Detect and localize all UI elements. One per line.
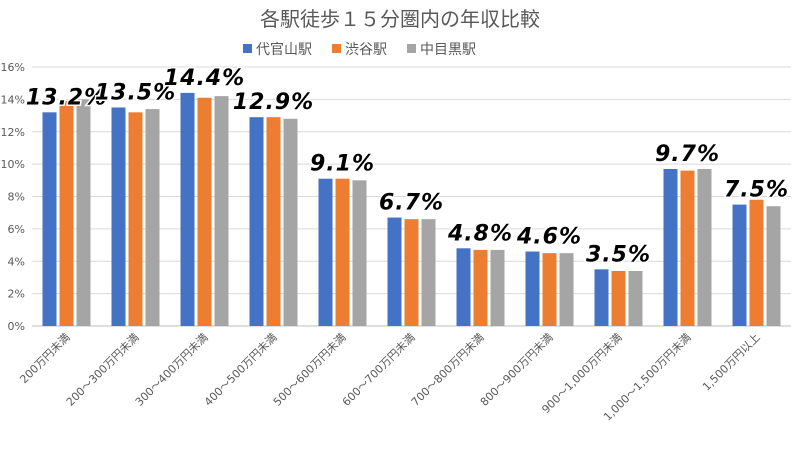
y-axis: 0% 2% 4% 6% 8% 10% 12% 14% 16% bbox=[1, 61, 25, 333]
bar bbox=[766, 206, 781, 326]
y-tick-label: 16% bbox=[1, 61, 25, 74]
legend-swatch bbox=[243, 44, 252, 53]
bar bbox=[594, 269, 609, 326]
bar bbox=[128, 112, 143, 326]
data-label: 4.6% bbox=[516, 225, 582, 250]
bar bbox=[352, 180, 367, 326]
bar bbox=[249, 117, 264, 327]
legend: 代官山駅 渋谷駅 中目黒駅 bbox=[243, 42, 476, 58]
data-label: 13.5% bbox=[95, 80, 176, 105]
x-tick-label: 700～800万円未満 bbox=[409, 331, 487, 409]
x-axis: 200万円未満200～300万円未満300～400万円未満400～500万円未満… bbox=[17, 331, 762, 424]
y-tick-label: 0% bbox=[8, 320, 25, 333]
bar bbox=[283, 118, 298, 326]
bar bbox=[266, 117, 281, 327]
bar bbox=[628, 270, 643, 326]
bar bbox=[145, 109, 160, 327]
x-tick-label: 1,500万円以上 bbox=[700, 331, 763, 394]
bar bbox=[197, 97, 212, 326]
data-label: 6.7% bbox=[379, 191, 444, 216]
bar bbox=[456, 248, 471, 326]
legend-label: 渋谷駅 bbox=[345, 42, 387, 58]
legend-label: 中目黒駅 bbox=[420, 42, 476, 58]
y-tick-label: 6% bbox=[8, 223, 25, 236]
data-label: 14.4% bbox=[164, 66, 245, 91]
y-tick-label: 2% bbox=[8, 288, 25, 301]
y-tick-label: 4% bbox=[8, 255, 25, 268]
bar bbox=[749, 199, 764, 326]
bar bbox=[76, 99, 91, 326]
bar bbox=[732, 204, 747, 326]
bar bbox=[525, 251, 540, 326]
x-tick-label: 400～500万円未満 bbox=[202, 331, 280, 409]
bar bbox=[42, 112, 57, 326]
y-tick-label: 8% bbox=[8, 191, 25, 204]
bar bbox=[404, 219, 419, 326]
bar bbox=[663, 168, 678, 326]
chart-title: 各駅徒歩１５分圏内の年収比較 bbox=[260, 7, 540, 31]
bar bbox=[387, 217, 402, 326]
data-label: 7.5% bbox=[724, 178, 789, 203]
bar bbox=[473, 249, 488, 326]
x-tick-label: 800～900万円未満 bbox=[478, 331, 556, 409]
bar bbox=[697, 168, 712, 326]
y-tick-label: 14% bbox=[1, 93, 25, 106]
bar bbox=[335, 178, 350, 326]
bars bbox=[42, 92, 781, 327]
legend-swatch bbox=[332, 44, 341, 53]
data-label: 9.1% bbox=[310, 152, 375, 177]
legend-swatch bbox=[407, 44, 416, 53]
data-label: 12.9% bbox=[233, 90, 314, 115]
data-label: 4.8% bbox=[447, 221, 513, 246]
bar bbox=[180, 92, 195, 327]
x-tick-label: 300～400万円未満 bbox=[133, 331, 211, 409]
x-tick-label: 600～700万円未満 bbox=[340, 331, 418, 409]
bar bbox=[421, 219, 436, 326]
bar bbox=[490, 249, 505, 326]
x-tick-label: 500～600万円未満 bbox=[271, 331, 349, 409]
data-label: 3.5% bbox=[586, 242, 651, 267]
data-label: 13.2% bbox=[26, 85, 107, 110]
y-tick-label: 10% bbox=[1, 158, 25, 171]
bar bbox=[559, 253, 574, 326]
bar bbox=[111, 107, 126, 326]
x-tick-label: 200万円未満 bbox=[17, 331, 72, 386]
data-labels: 13.2%13.5%14.4%12.9% 9.1%6.7%4.8% 4.6%3.5%… bbox=[24, 64, 789, 268]
bar bbox=[214, 96, 229, 326]
data-label: 9.7% bbox=[655, 142, 720, 167]
x-tick-label: 200～300万円未満 bbox=[64, 331, 142, 409]
legend-label: 代官山駅 bbox=[256, 42, 312, 58]
y-tick-label: 12% bbox=[1, 126, 25, 139]
bar bbox=[611, 270, 626, 326]
bar bbox=[59, 100, 74, 327]
bar bbox=[542, 253, 557, 326]
bar bbox=[680, 170, 695, 326]
bar bbox=[318, 178, 333, 326]
